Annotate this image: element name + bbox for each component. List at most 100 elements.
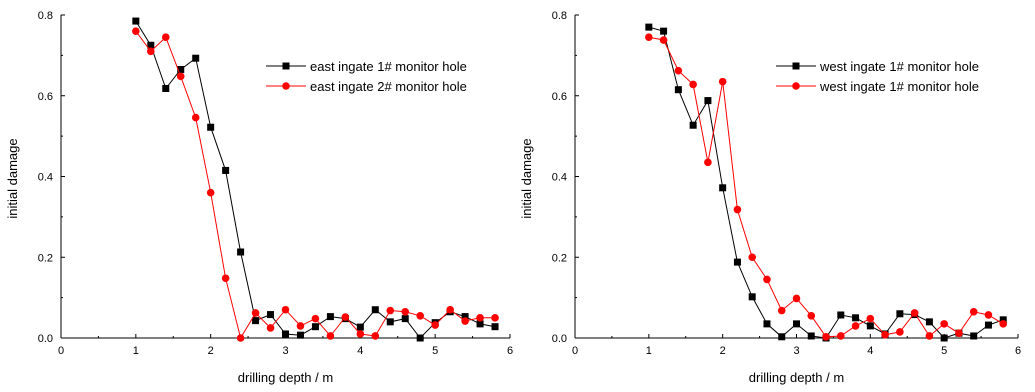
data-point: [896, 328, 904, 336]
data-point: [645, 23, 653, 31]
data-point: [659, 36, 668, 44]
x-tick-label: 6: [1015, 345, 1021, 357]
y-tick-label: 0.2: [552, 252, 567, 264]
y-axis-title: initial damage: [519, 138, 534, 218]
data-point: [207, 123, 215, 131]
data-point: [940, 320, 948, 328]
data-point: [192, 54, 200, 62]
legend-label: west ingate 1# monitor hole: [819, 79, 979, 94]
data-point: [401, 307, 410, 316]
y-axis-title: initial damage: [5, 138, 20, 218]
data-point: [296, 322, 305, 330]
y-tick-label: 0.6: [38, 91, 53, 103]
legend-marker: [792, 62, 800, 70]
x-tick-label: 0: [58, 345, 64, 357]
x-tick-label: 6: [507, 345, 513, 357]
data-point: [984, 311, 993, 319]
x-tick-label: 4: [357, 345, 363, 357]
data-point: [718, 77, 727, 86]
data-point: [206, 188, 215, 197]
data-point: [910, 309, 919, 317]
data-point: [925, 332, 934, 340]
data-point: [925, 318, 933, 326]
data-point: [476, 314, 484, 322]
data-point: [132, 17, 140, 25]
data-point: [689, 121, 697, 129]
data-point: [221, 274, 230, 283]
data-point: [386, 306, 395, 315]
data-point: [674, 66, 683, 75]
y-tick-label: 0.0: [38, 333, 53, 345]
data-point: [748, 253, 756, 262]
x-tick-label: 1: [133, 345, 139, 357]
data-point: [645, 33, 653, 42]
data-point: [896, 310, 904, 318]
data-point: [252, 317, 260, 325]
data-point: [491, 323, 499, 331]
data-point: [132, 27, 140, 35]
data-point: [704, 97, 712, 105]
data-point: [267, 311, 275, 319]
data-point: [837, 311, 845, 319]
data-point: [733, 258, 741, 266]
data-point: [733, 205, 742, 214]
data-point: [326, 313, 334, 321]
x-tick-label: 1: [646, 345, 652, 357]
x-tick-label: 2: [208, 345, 214, 357]
data-point: [837, 332, 845, 340]
data-point: [955, 329, 963, 337]
data-point: [311, 314, 320, 323]
x-tick-label: 0: [572, 345, 578, 357]
data-point: [881, 330, 889, 339]
legend-marker: [282, 62, 290, 70]
x-tick-label: 5: [941, 345, 947, 357]
data-point: [147, 47, 155, 56]
data-point: [191, 113, 200, 122]
data-point: [281, 305, 290, 314]
data-point: [999, 316, 1007, 324]
data-point: [852, 314, 860, 322]
data-point: [674, 86, 682, 94]
data-point: [296, 331, 304, 339]
legend-label: east ingate 1# monitor hole: [310, 59, 467, 74]
data-point: [416, 311, 425, 320]
legend-label: west ingate 1# monitor hole: [819, 59, 979, 74]
data-point: [792, 294, 801, 303]
data-point: [222, 166, 230, 174]
y-tick-label: 0.2: [38, 252, 53, 264]
x-tick-label: 4: [867, 345, 873, 357]
data-point: [401, 315, 409, 323]
data-point: [341, 313, 350, 321]
data-point: [807, 311, 816, 320]
data-point: [748, 293, 756, 301]
data-point: [778, 333, 786, 341]
data-point: [851, 322, 860, 330]
data-point: [689, 80, 697, 89]
data-point: [461, 313, 469, 321]
data-point: [161, 33, 170, 42]
data-point: [969, 307, 978, 316]
x-axis-title: drilling depth / m: [749, 370, 844, 385]
data-point: [251, 309, 260, 317]
data-point: [266, 324, 275, 332]
data-point: [446, 305, 454, 314]
y-tick-label: 0.6: [552, 91, 567, 103]
data-point: [822, 332, 830, 341]
data-point: [176, 72, 185, 81]
data-point: [704, 158, 712, 167]
data-point: [431, 321, 439, 329]
data-point: [147, 41, 155, 49]
chart-panel-2: 0 1 2 3 4 5 6 0.0 0.2 0.4 0.6 0.8 drilling depth / m…: [519, 10, 1021, 385]
data-point: [476, 320, 484, 328]
x-tick-label: 3: [282, 345, 288, 357]
data-point: [416, 334, 424, 342]
data-point: [371, 332, 380, 340]
data-point: [282, 330, 289, 338]
y-tick-label: 0.4: [38, 172, 53, 184]
data-point: [356, 330, 365, 338]
data-point: [162, 84, 170, 92]
data-point: [371, 306, 379, 314]
data-point: [940, 334, 948, 342]
data-point: [777, 306, 786, 315]
data-point: [719, 184, 727, 192]
